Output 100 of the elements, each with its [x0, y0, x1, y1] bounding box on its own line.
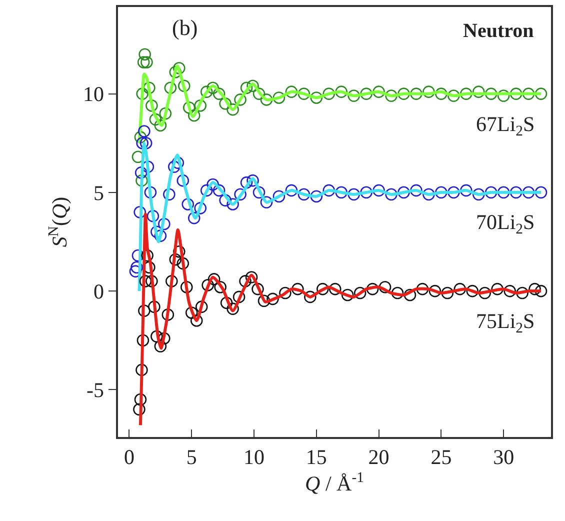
point — [279, 286, 292, 300]
point — [385, 188, 398, 201]
point — [194, 99, 207, 112]
point — [134, 166, 148, 179]
point — [140, 56, 153, 68]
point — [246, 80, 259, 92]
point — [169, 66, 182, 78]
point — [133, 403, 146, 416]
point — [341, 288, 354, 302]
point — [158, 218, 170, 230]
point — [484, 88, 498, 100]
point — [534, 284, 548, 298]
series-label: 67Li$_{2}$S — [476, 112, 535, 140]
point — [176, 174, 190, 187]
point — [504, 284, 516, 298]
point — [188, 109, 200, 122]
y-tick-label: 5 — [94, 180, 104, 205]
point — [190, 314, 203, 327]
point — [348, 188, 360, 201]
point — [136, 364, 148, 376]
point — [322, 88, 336, 100]
point — [136, 88, 148, 100]
point — [129, 265, 142, 278]
point — [141, 249, 154, 262]
point — [134, 131, 147, 144]
point — [219, 98, 232, 110]
point — [497, 90, 510, 102]
point — [441, 286, 454, 300]
point — [435, 186, 448, 199]
point — [322, 184, 336, 197]
point — [163, 188, 176, 201]
x-tick-label: 15 — [306, 444, 327, 469]
point — [252, 282, 264, 296]
point — [460, 88, 472, 100]
point — [316, 282, 329, 296]
point — [232, 290, 246, 304]
point — [245, 271, 258, 284]
point — [172, 156, 184, 169]
point — [150, 330, 163, 343]
point — [200, 184, 213, 197]
point — [178, 80, 190, 92]
point — [206, 82, 219, 94]
point — [195, 300, 208, 313]
point — [139, 275, 152, 288]
point — [188, 212, 200, 224]
point — [143, 82, 156, 94]
point — [166, 275, 178, 288]
point — [310, 92, 323, 104]
point — [240, 176, 253, 189]
point — [159, 107, 172, 120]
point — [252, 186, 266, 199]
point — [260, 94, 273, 106]
point — [354, 286, 366, 300]
point — [422, 86, 435, 98]
point — [154, 119, 167, 132]
point — [416, 282, 429, 296]
point — [516, 286, 528, 300]
point — [472, 86, 485, 98]
point — [534, 186, 548, 199]
point — [208, 273, 220, 286]
point — [360, 88, 372, 100]
point — [335, 86, 348, 98]
point — [226, 103, 239, 116]
point — [385, 90, 398, 102]
point — [219, 194, 232, 206]
point — [134, 393, 147, 406]
point — [226, 198, 239, 210]
point — [234, 188, 246, 201]
point — [137, 56, 150, 68]
point — [292, 282, 304, 296]
point — [372, 86, 385, 98]
point — [260, 196, 273, 208]
point — [169, 253, 182, 266]
annotation: Neutron — [463, 20, 534, 42]
point — [391, 286, 404, 300]
point — [136, 174, 148, 187]
point — [410, 88, 422, 100]
point — [194, 202, 207, 214]
point — [176, 257, 190, 270]
point — [484, 186, 498, 199]
point — [404, 288, 416, 302]
y-tick-label: 0 — [94, 279, 104, 304]
point — [148, 300, 160, 313]
point — [466, 284, 479, 298]
series-label: 70Li$_{2}$S — [476, 210, 535, 238]
point — [154, 230, 167, 242]
point — [304, 290, 316, 304]
point — [258, 294, 270, 308]
point — [410, 184, 422, 197]
point — [428, 284, 442, 298]
point — [335, 186, 348, 199]
point — [422, 188, 435, 201]
point — [144, 186, 157, 199]
point — [366, 282, 379, 296]
point — [212, 88, 226, 100]
point — [154, 340, 167, 352]
point — [252, 88, 266, 100]
x-tick-label: 5 — [186, 444, 197, 469]
point — [168, 160, 180, 173]
x-tick-label: 0 — [124, 444, 134, 469]
